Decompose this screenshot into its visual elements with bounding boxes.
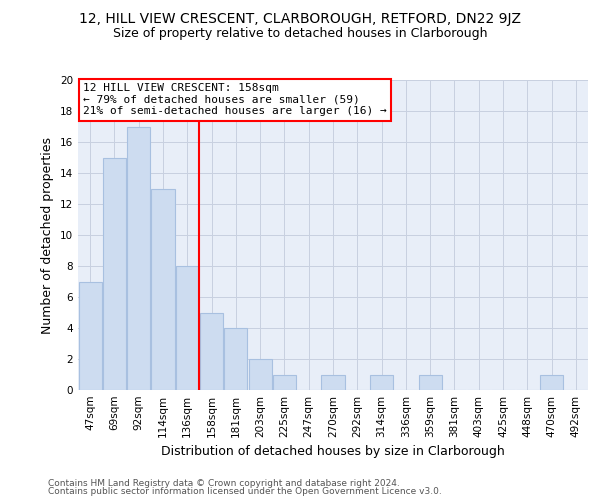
Bar [419, 374, 442, 390]
Bar [224, 328, 247, 390]
Bar [322, 374, 344, 390]
Bar [151, 188, 175, 390]
Text: Contains HM Land Registry data © Crown copyright and database right 2024.: Contains HM Land Registry data © Crown c… [48, 478, 400, 488]
X-axis label: Distribution of detached houses by size in Clarborough: Distribution of detached houses by size … [161, 446, 505, 458]
Bar [540, 374, 563, 390]
Bar [79, 282, 101, 390]
Bar [200, 312, 223, 390]
Bar [370, 374, 393, 390]
Text: Contains public sector information licensed under the Open Government Licence v3: Contains public sector information licen… [48, 487, 442, 496]
Text: 12, HILL VIEW CRESCENT, CLARBOROUGH, RETFORD, DN22 9JZ: 12, HILL VIEW CRESCENT, CLARBOROUGH, RET… [79, 12, 521, 26]
Bar [273, 374, 296, 390]
Text: Size of property relative to detached houses in Clarborough: Size of property relative to detached ho… [113, 28, 487, 40]
Y-axis label: Number of detached properties: Number of detached properties [41, 136, 55, 334]
Bar [103, 158, 126, 390]
Bar [248, 359, 272, 390]
Text: 12 HILL VIEW CRESCENT: 158sqm
← 79% of detached houses are smaller (59)
21% of s: 12 HILL VIEW CRESCENT: 158sqm ← 79% of d… [83, 83, 387, 116]
Bar [176, 266, 199, 390]
Bar [127, 126, 150, 390]
